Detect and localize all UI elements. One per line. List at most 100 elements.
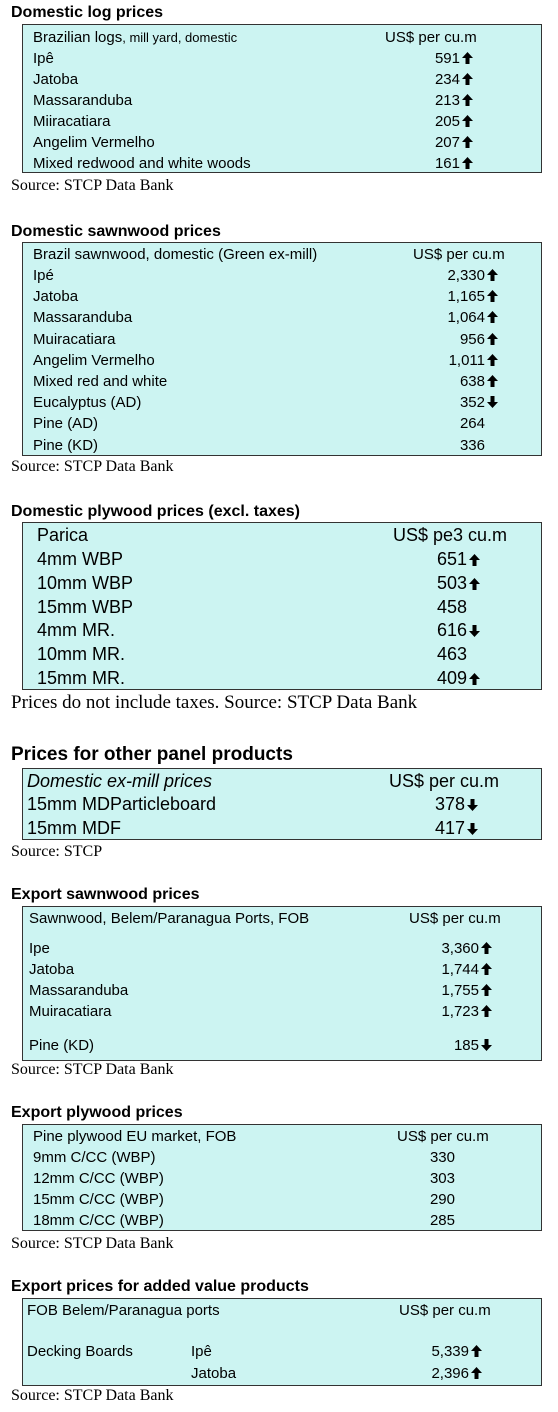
arrow-down-icon [465, 797, 479, 815]
row-value: 213 [435, 92, 474, 109]
table-header-value: US$ per cu.m [413, 246, 505, 263]
row-value: 5,339 [431, 1343, 483, 1360]
row-label: Massaranduba [33, 92, 133, 109]
price-value: 185 [453, 1037, 479, 1054]
arrow-up-icon [460, 51, 474, 66]
row-label: 15mm WBP [37, 596, 134, 617]
arrow-up-icon [467, 576, 481, 594]
arrow-up-icon [469, 1366, 483, 1381]
row-label: Massaranduba [29, 982, 129, 999]
table-header-label: FOB Belem/Paranagua ports [27, 1302, 220, 1319]
arrow-up-icon [485, 353, 499, 368]
arrow-up-icon [460, 72, 474, 87]
row-label: Jatoba [33, 288, 79, 306]
row-label: Ipê [191, 1343, 212, 1360]
section-title: Export sawnwood prices [11, 886, 200, 903]
row-label: Pine (AD) [33, 415, 99, 433]
row-label: 15mm MR. [37, 668, 126, 688]
row-value: 264 [460, 415, 499, 432]
arrow-up-icon [460, 135, 474, 150]
arrow-up-icon [460, 114, 474, 129]
source-note: Source: STCP Data Bank [11, 177, 174, 194]
section-title: Domestic plywood prices (excl. taxes) [11, 503, 300, 520]
arrow-up-icon [460, 93, 474, 108]
price-value: 234 [434, 71, 460, 88]
source-note: Source: STCP Data Bank [11, 1235, 174, 1252]
row-value: 336 [460, 437, 499, 454]
row-value: 651 [437, 549, 481, 570]
price-value: 2,396 [431, 1365, 469, 1382]
row-label: 15mm C/CC (WBP) [33, 1191, 164, 1208]
arrow-up-icon [460, 156, 474, 171]
row-label: Angelim Vermelho [33, 351, 155, 369]
row-label: Jatoba [29, 961, 75, 978]
price-value: 956 [459, 330, 485, 348]
section-title: Prices for other panel products [11, 744, 293, 765]
row-label: Muiracatiara [29, 1003, 112, 1020]
arrow-down-icon [485, 395, 499, 410]
arrow-up-icon [469, 1344, 483, 1359]
row-value: 330 [430, 1149, 469, 1166]
table-header-label: Pine plywood EU market, FOB [33, 1128, 237, 1145]
price-value: 378 [434, 794, 465, 814]
row-value: 638 [460, 373, 499, 390]
price-value: 503 [436, 572, 467, 593]
price-value: 207 [434, 134, 460, 151]
price-table: Parica US$ pe3 cu.m 4mm WBP 651 10mm WBP 50… [22, 522, 542, 690]
row-label: Jatoba [191, 1365, 237, 1382]
row-value: 417 [435, 818, 479, 839]
row-value: 1,011 [449, 352, 499, 369]
row-value: 378 [435, 794, 479, 815]
row-value: 161 [435, 155, 474, 172]
arrow-up-icon [479, 962, 493, 977]
row-value: 1,064 [447, 309, 499, 326]
row-label: Massaranduba [33, 309, 133, 327]
row-label: Miiracatiara [33, 113, 111, 130]
row-value: 207 [435, 134, 474, 151]
row-label: Mixed red and white [33, 373, 168, 390]
table-header-value: US$ per cu.m [397, 1128, 489, 1145]
price-table: Brazil sawnwood, domestic (Green ex-mill… [22, 242, 542, 456]
row-label: 15mm MDF [27, 817, 121, 838]
price-value: 1,064 [447, 309, 485, 327]
table-header-label: Sawnwood, Belem/Paranagua Ports, FOB [29, 910, 310, 927]
section-title: Domestic log prices [11, 4, 164, 21]
row-label: 10mm MR. [37, 644, 126, 665]
price-value: 264 [459, 415, 485, 433]
source-note: Prices do not include taxes. Source: STC… [11, 692, 418, 713]
arrow-up-icon [479, 941, 493, 956]
price-table: Pine plywood EU market, FOB US$ per cu.m… [22, 1124, 542, 1231]
arrow-down-icon [467, 623, 481, 641]
price-value: 161 [434, 155, 460, 172]
source-note: Source: STCP Data Bank [11, 458, 174, 475]
price-value: 352 [459, 394, 485, 412]
row-value: 185 [454, 1037, 493, 1054]
price-value: 616 [436, 620, 467, 641]
price-table: Brazilian logs, mill yard, domestic US$ … [22, 24, 542, 173]
row-label: 4mm MR. [37, 620, 115, 641]
price-value: 1,744 [441, 961, 479, 978]
row-value: 3,360 [441, 940, 493, 957]
price-value: 290 [429, 1191, 455, 1208]
row-label: 10mm WBP [37, 572, 134, 593]
table-header-value: US$ per cu.m [409, 910, 501, 927]
row-value: 303 [430, 1170, 469, 1187]
section-title: Domestic sawnwood prices [11, 223, 221, 240]
row-value: 1,744 [441, 961, 493, 978]
price-value: 638 [459, 373, 485, 390]
price-value: 205 [434, 113, 460, 130]
price-value: 2,330 [447, 267, 485, 284]
price-value: 417 [434, 817, 465, 838]
row-label: 18mm C/CC (WBP) [33, 1212, 164, 1229]
row-label: Pine (KD) [33, 436, 99, 454]
table-header-value: US$ per cu.m [389, 771, 500, 791]
price-value: 651 [436, 549, 467, 569]
row-value: 2,330 [447, 267, 499, 284]
source-note: Source: STCP [11, 843, 103, 860]
table-header-value: US$ pe3 cu.m [393, 525, 508, 545]
row-value: 205 [435, 113, 474, 130]
table-header-label: Domestic ex-mill prices [27, 771, 213, 791]
row-label: 12mm C/CC (WBP) [33, 1170, 164, 1187]
price-value: 3,360 [441, 940, 479, 957]
row-label: 9mm C/CC (WBP) [33, 1149, 156, 1166]
